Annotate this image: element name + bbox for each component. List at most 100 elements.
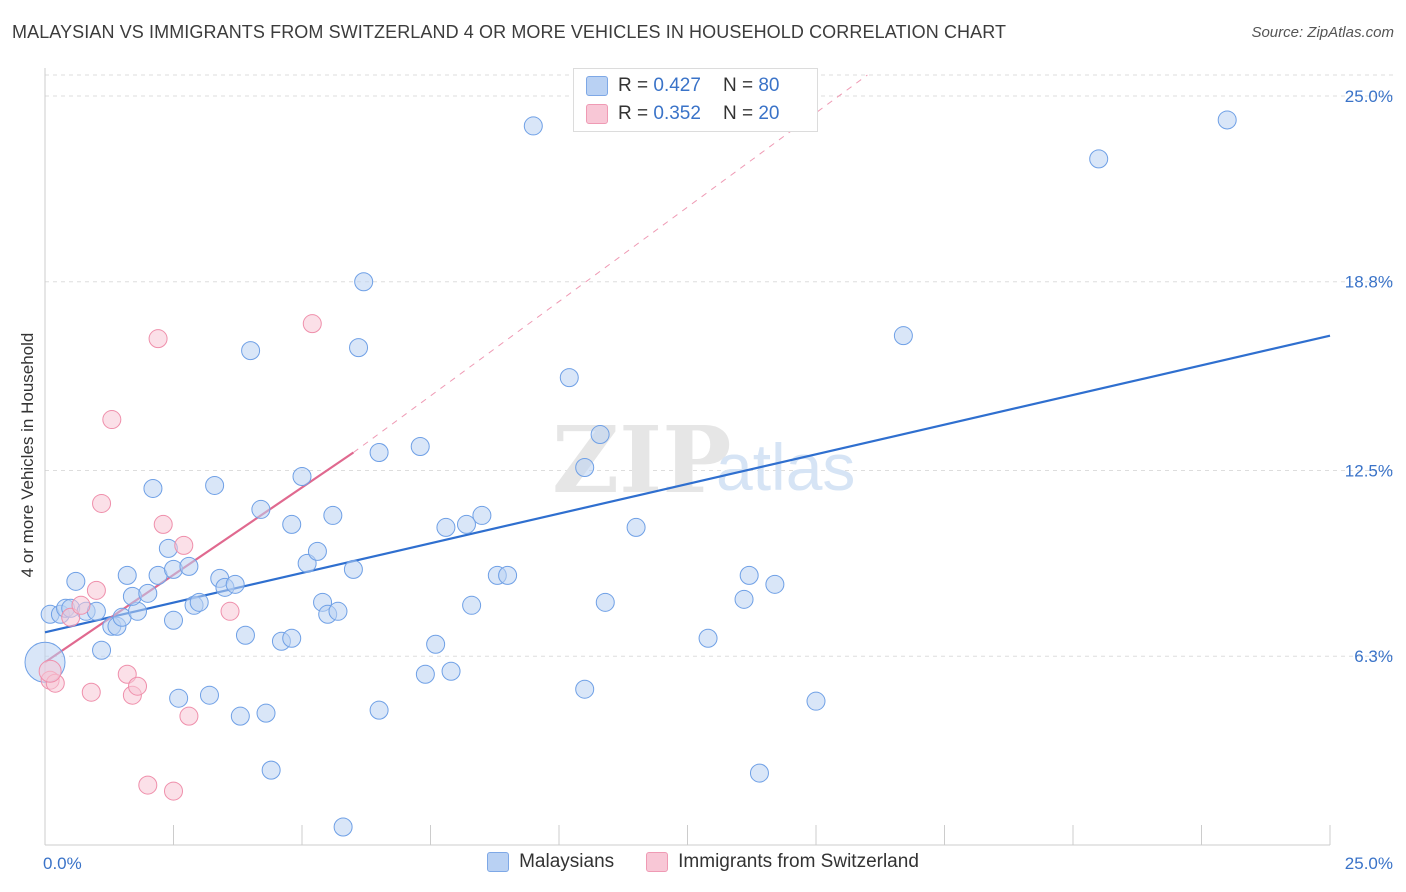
malaysians-point	[1217, 110, 1237, 130]
switzerland-point	[179, 706, 199, 726]
stats-row-malaysians: R = 0.427 N = 80	[586, 74, 779, 98]
malaysians-trend-line	[44, 334, 1331, 634]
r-label: R =	[618, 75, 649, 96]
switzerland-point	[153, 514, 173, 534]
malaysians-swatch	[487, 852, 510, 872]
malaysians-point	[282, 514, 302, 534]
switzerland-point	[138, 775, 158, 795]
malaysians-point	[734, 589, 754, 609]
malaysians-point	[749, 763, 769, 783]
malaysians-point	[523, 116, 543, 136]
switzerland-point	[220, 601, 240, 621]
malaysians-point	[765, 574, 785, 594]
malaysians-swatch	[586, 76, 608, 96]
switzerland-point	[102, 410, 122, 430]
malaysians-point	[323, 505, 343, 525]
switzerland-trend-line	[44, 451, 355, 664]
malaysians-point	[559, 368, 579, 388]
malaysians-point	[282, 628, 302, 648]
switzerland-point	[71, 595, 91, 615]
malaysians-point	[164, 559, 183, 579]
switzerland-point	[92, 493, 112, 513]
y-tick-label: 12.5%	[1345, 461, 1393, 480]
malaysians-point	[426, 634, 446, 654]
y-tick-label: 25.0%	[1345, 87, 1393, 106]
malaysians-point	[472, 505, 492, 525]
legend-label: Malaysians	[519, 851, 615, 872]
r-value: 0.352	[653, 103, 701, 124]
switzerland-point	[148, 329, 168, 349]
malaysians-point	[230, 706, 250, 726]
switzerland-point	[38, 659, 62, 683]
malaysians-point	[415, 664, 435, 684]
malaysians-point	[575, 457, 595, 477]
malaysians-point	[590, 425, 610, 445]
axes	[44, 68, 1331, 846]
malaysians-point	[456, 514, 476, 534]
malaysians-point	[179, 556, 199, 576]
malaysians-point	[369, 700, 389, 720]
series-legend: Malaysians Immigrants from Switzerland	[0, 851, 1406, 873]
chart-title: MALAYSIAN VS IMMIGRANTS FROM SWITZERLAND…	[12, 22, 1007, 42]
legend-item-switzerland[interactable]: Immigrants from Switzerland	[646, 851, 919, 873]
malaysians-point	[235, 625, 255, 645]
n-value: 80	[758, 75, 780, 96]
legend-label: Immigrants from Switzerland	[678, 851, 919, 872]
n-label: N =	[722, 75, 754, 96]
malaysians-point	[498, 565, 518, 585]
n-value: 20	[758, 103, 780, 124]
malaysians-point	[307, 541, 327, 561]
malaysians-point	[333, 817, 353, 837]
malaysians-point	[122, 586, 142, 606]
malaysians-point	[143, 478, 163, 498]
malaysians-point	[436, 517, 456, 537]
malaysians-point	[169, 688, 189, 708]
legend-item-malaysians[interactable]: Malaysians	[487, 851, 614, 873]
switzerland-point	[174, 535, 194, 555]
malaysians-point	[158, 538, 178, 558]
malaysians-point	[354, 272, 374, 292]
switzerland-point	[86, 580, 106, 600]
switzerland-point	[128, 676, 148, 696]
malaysians-point	[328, 601, 348, 621]
y-tick-label: 6.3%	[1354, 647, 1393, 666]
n-label: N =	[722, 103, 754, 124]
tick-labels: 6.3% 12.5% 18.8% 25.0% 0.0% 25.0%	[43, 87, 1393, 873]
malaysians-point	[739, 565, 759, 585]
data-points	[24, 110, 1237, 837]
trend-lines	[44, 74, 1331, 664]
malaysians-point	[241, 341, 261, 361]
malaysians-point	[292, 466, 312, 486]
malaysians-point	[369, 443, 389, 463]
malaysians-point	[199, 685, 219, 705]
malaysians-point	[595, 592, 615, 612]
malaysians-point	[251, 499, 271, 519]
malaysians-point	[66, 571, 86, 591]
switzerland-point	[302, 314, 322, 334]
watermark-atlas: atlas	[716, 430, 855, 504]
malaysians-point	[1089, 149, 1109, 169]
malaysians-point	[462, 595, 482, 615]
malaysians-point	[893, 326, 913, 346]
switzerland-trend-extension	[353, 74, 868, 453]
malaysians-point	[698, 628, 718, 648]
source-label: Source: ZipAtlas.com	[1251, 24, 1394, 41]
malaysians-point	[261, 760, 281, 780]
malaysians-point	[164, 610, 183, 630]
switzerland-swatch	[646, 852, 669, 872]
malaysians-point	[92, 640, 112, 660]
y-axis-label: 4 or more Vehicles in Household	[18, 333, 37, 578]
x-tick-label: 0.0%	[43, 854, 82, 873]
malaysians-point	[343, 559, 363, 579]
malaysians-point	[256, 703, 276, 723]
malaysians-point	[349, 338, 369, 358]
switzerland-point	[164, 781, 183, 801]
malaysians-point	[117, 565, 137, 585]
malaysians-point	[410, 437, 430, 457]
r-value: 0.427	[653, 75, 701, 96]
switzerland-point	[81, 682, 101, 702]
stats-legend: R = 0.427 N = 80 R = 0.352 N = 20	[573, 68, 818, 132]
gridlines	[45, 74, 1395, 657]
r-label: R =	[618, 103, 649, 124]
